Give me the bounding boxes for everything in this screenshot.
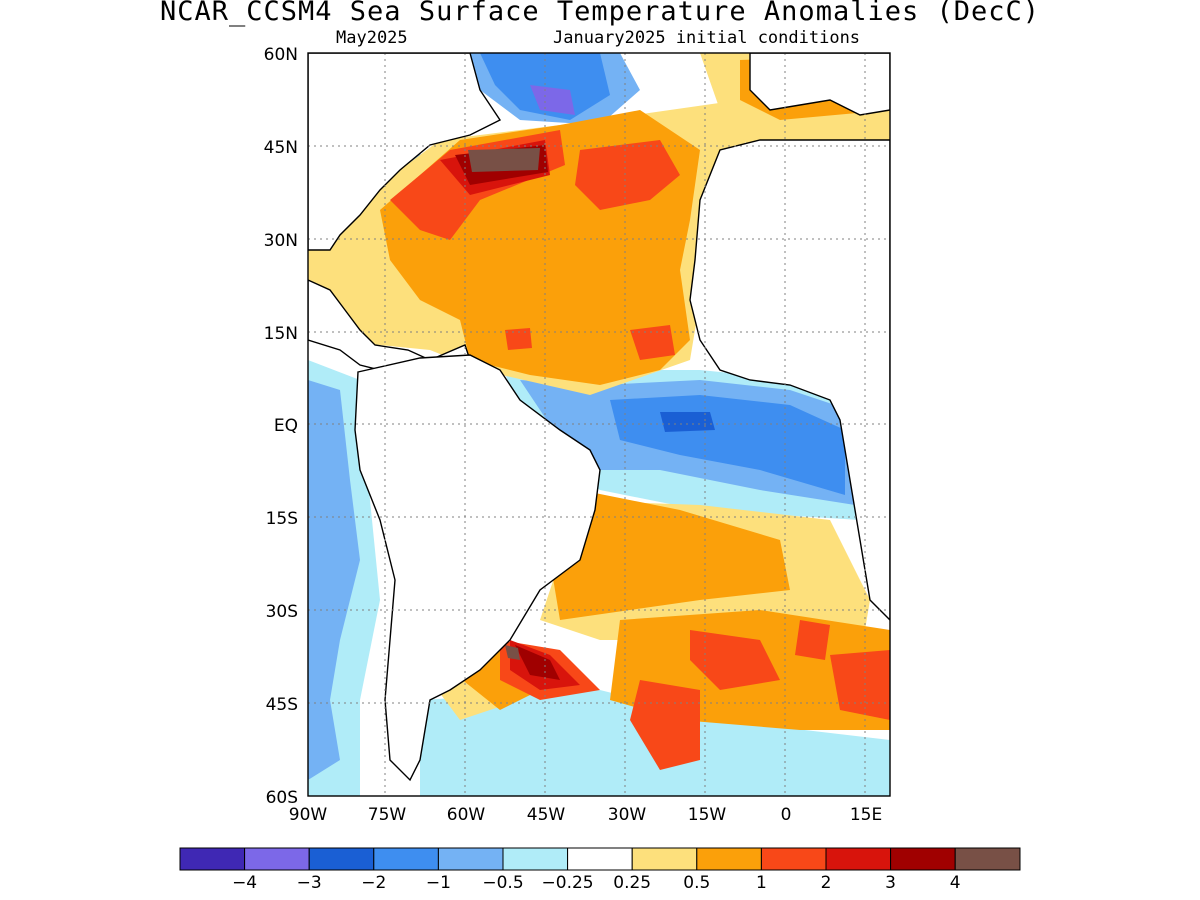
colorbar-label: 0.25 — [613, 873, 651, 893]
colorbar-label: −4 — [232, 873, 257, 893]
lat-tick-label: 15S — [266, 509, 298, 529]
lat-tick-label: 60S — [266, 788, 298, 808]
initial-conditions-label: January2025 initial conditions — [553, 28, 861, 48]
colorbar-swatch — [631, 847, 698, 871]
colorbar-swatch — [760, 847, 827, 871]
europe-coast — [749, 53, 890, 116]
lon-tick-label: 30W — [608, 805, 647, 825]
anomaly-region — [308, 380, 360, 780]
anomaly-region — [505, 328, 532, 350]
colorbar-swatch — [179, 847, 246, 871]
anomaly-region — [660, 412, 715, 432]
colorbar-swatch — [696, 847, 762, 871]
colorbar-swatch — [373, 847, 439, 871]
anomaly-region — [505, 645, 520, 660]
colorbar-swatch — [567, 847, 633, 871]
colorbar-label: 2 — [821, 873, 832, 893]
lat-tick-label: 30S — [266, 602, 298, 622]
colorbar-swatch — [825, 847, 892, 871]
lat-tick-label: EQ — [274, 416, 298, 436]
colorbar-label: −0.5 — [482, 873, 523, 893]
colorbar-swatch — [954, 847, 1021, 871]
forecast-month-label: May2025 — [336, 28, 408, 48]
colorbar-swatch — [244, 847, 310, 871]
colorbar-label: 4 — [950, 873, 961, 893]
colorbar-label: −2 — [361, 873, 386, 893]
lon-tick-label: 60W — [447, 805, 486, 825]
anomaly-region — [515, 645, 560, 680]
south-america-coast — [354, 354, 601, 782]
plot-frame — [307, 52, 891, 797]
anomaly-region — [480, 53, 610, 120]
anomaly-region — [468, 148, 540, 172]
lat-tick-label: 60N — [264, 45, 298, 65]
lat-axis: 60N 45N 30N 15N EQ 15S 30S 45S 60S — [264, 45, 298, 808]
lat-tick-label: 15N — [264, 324, 298, 344]
lat-tick-label: 30N — [264, 231, 298, 251]
africa-coast — [689, 139, 890, 621]
lat-tick-label: 45N — [264, 138, 298, 158]
colorbar-label: −3 — [297, 873, 322, 893]
lat-lon-grid — [308, 53, 890, 796]
chart-title: NCAR_CCSM4 Sea Surface Temperature Anoma… — [159, 0, 1041, 27]
anomaly-region — [530, 85, 575, 115]
colorbar-label: 3 — [885, 873, 896, 893]
anomaly-field — [308, 53, 890, 796]
lon-tick-label: 15W — [688, 805, 727, 825]
colorbar-label: 1 — [756, 873, 767, 893]
anomaly-region — [830, 650, 890, 720]
lon-tick-label: 0 — [781, 805, 792, 825]
anomaly-region — [575, 140, 680, 210]
anomaly-region — [630, 680, 700, 770]
colorbar-swatch — [890, 847, 956, 871]
lat-tick-label: 45S — [266, 695, 298, 715]
anomaly-region — [630, 325, 675, 360]
lon-axis: 90W 75W 60W 45W 30W 15W 0 15E — [289, 805, 882, 825]
colorbar: −4 −3 −2 −1 −0.5 −0.25 0.25 0.5 1 2 3 4 — [179, 847, 1021, 893]
lon-tick-label: 90W — [289, 805, 328, 825]
colorbar-label: −1 — [426, 873, 451, 893]
lon-tick-label: 45W — [527, 805, 566, 825]
lon-tick-label: 75W — [368, 805, 407, 825]
colorbar-swatch — [308, 847, 375, 871]
anomaly-region — [550, 490, 790, 620]
anomaly-region — [690, 630, 780, 690]
colorbar-swatch — [502, 847, 569, 871]
colorbar-swatch — [437, 847, 504, 871]
north-america-coast — [308, 53, 502, 251]
lon-tick-label: 15E — [850, 805, 882, 825]
land — [308, 53, 890, 782]
anomaly-region — [795, 620, 830, 660]
colorbar-label: 0.5 — [683, 873, 710, 893]
colorbar-label: −0.25 — [542, 873, 594, 893]
